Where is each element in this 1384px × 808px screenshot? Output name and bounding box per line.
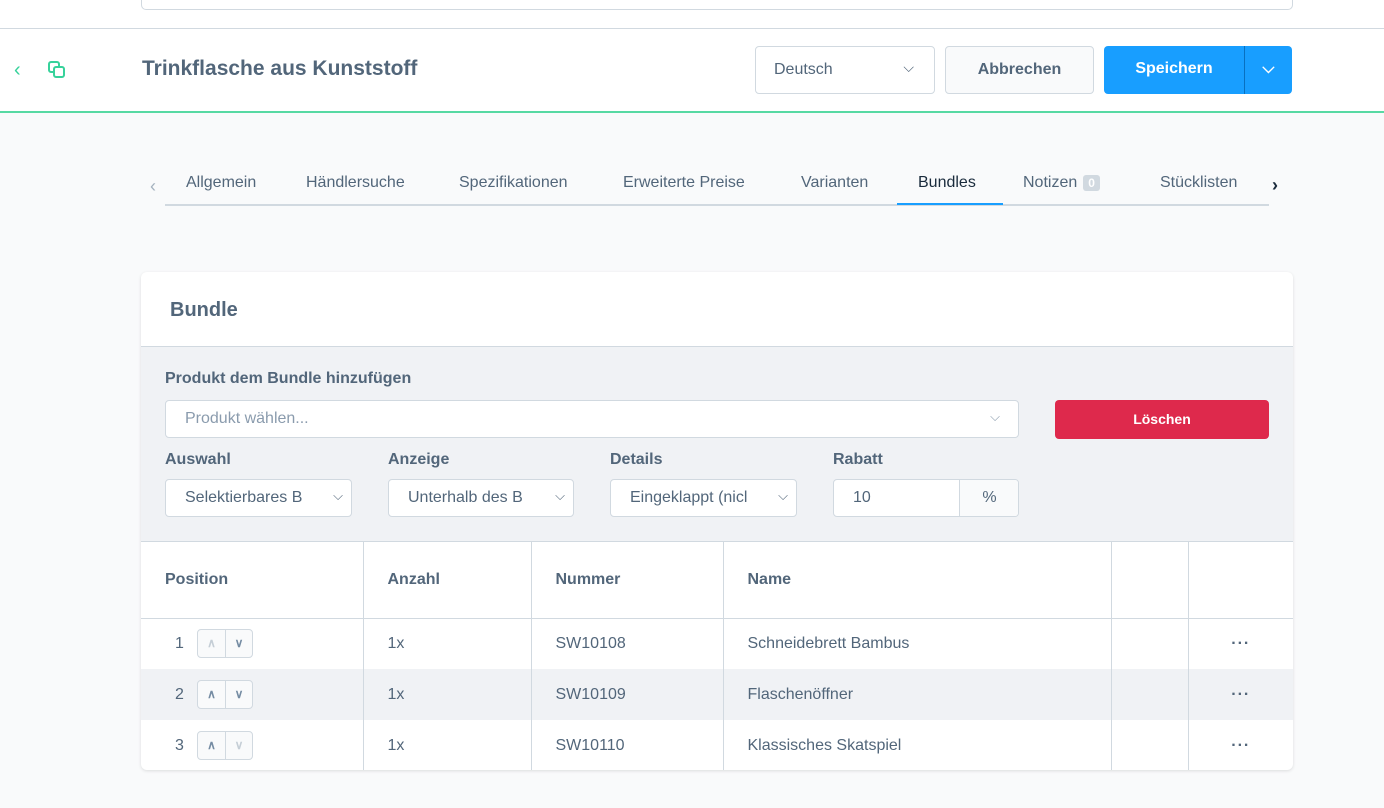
name-cell: Flaschenöffner bbox=[723, 669, 1112, 720]
back-icon[interactable]: ‹ bbox=[14, 59, 21, 81]
anzeige-value: Unterhalb des B bbox=[408, 489, 523, 506]
anzahl-cell: 1x bbox=[363, 669, 532, 720]
anzahl-cell: 1x bbox=[363, 618, 532, 669]
rabatt-input[interactable]: 10% bbox=[833, 479, 1019, 517]
tab-varianten[interactable]: Varianten bbox=[801, 174, 869, 191]
empty-cell bbox=[1111, 618, 1189, 669]
position-stepper: ∧ ∨ bbox=[197, 680, 253, 709]
tab-stuecklisten[interactable]: Stücklisten bbox=[1160, 174, 1238, 191]
move-up-icon[interactable]: ∧ bbox=[207, 636, 216, 651]
global-search[interactable] bbox=[141, 0, 1293, 10]
details-value: Eingeklappt (nicl bbox=[630, 489, 748, 506]
anzeige-label: Anzeige bbox=[388, 451, 450, 468]
copy-icon[interactable] bbox=[47, 60, 67, 80]
tab-spezifikationen[interactable]: Spezifikationen bbox=[459, 174, 568, 191]
bundle-table: Position Anzahl Nummer Name 1 ∧ ∨ 1x SW101… bbox=[141, 542, 1293, 770]
move-down-icon[interactable]: ∨ bbox=[225, 681, 252, 708]
empty-cell bbox=[1111, 720, 1189, 770]
empty-cell bbox=[1111, 669, 1189, 720]
table-row: 1 ∧ ∨ 1x SW10108 Schneidebrett Bambus ··· bbox=[141, 618, 1293, 669]
name-cell: Schneidebrett Bambus bbox=[723, 618, 1112, 669]
position-value: 2 bbox=[175, 685, 184, 703]
chevron-down-icon: ⌵ bbox=[552, 488, 565, 504]
card-title: Bundle bbox=[170, 299, 238, 321]
bundle-card: Bundle Produkt dem Bundle hinzufügen Pro… bbox=[141, 272, 1293, 770]
tab-bundles[interactable]: Bundles bbox=[918, 174, 976, 191]
tabs-scroll-left-icon[interactable]: ‹ bbox=[150, 176, 156, 196]
product-label: Produkt dem Bundle hinzufügen bbox=[165, 370, 412, 387]
tab-haendlersuche[interactable]: Händlersuche bbox=[306, 174, 405, 191]
tab-erweiterte-preise[interactable]: Erweiterte Preise bbox=[623, 174, 745, 191]
position-value: 3 bbox=[175, 736, 184, 754]
row-actions-button[interactable]: ··· bbox=[1188, 669, 1293, 720]
table-row: 3 ∧ ∨ 1x SW10110 Klassisches Skatspiel ··· bbox=[141, 720, 1293, 770]
tab-allgemein[interactable]: Allgemein bbox=[186, 174, 257, 191]
move-up-icon[interactable]: ∧ bbox=[207, 738, 216, 752]
auswahl-value: Selektierbares B bbox=[185, 489, 303, 506]
delete-button[interactable]: Löschen bbox=[1055, 400, 1269, 439]
chevron-down-icon: ⌵ bbox=[987, 409, 1000, 425]
auswahl-label: Auswahl bbox=[165, 451, 231, 468]
position-stepper: ∧ ∨ bbox=[197, 731, 253, 760]
position-value: 1 bbox=[175, 634, 184, 652]
row-actions-button[interactable]: ··· bbox=[1231, 634, 1251, 652]
active-tab-indicator bbox=[897, 203, 1003, 205]
nummer-cell: SW10109 bbox=[531, 669, 724, 720]
details-select[interactable]: Eingeklappt (nicl ⌵ bbox=[610, 479, 797, 517]
auswahl-select[interactable]: Selektierbares B ⌵ bbox=[165, 479, 352, 517]
col-anzahl[interactable]: Anzahl bbox=[363, 542, 532, 619]
percent-suffix: % bbox=[959, 480, 1018, 516]
tab-label: Notizen bbox=[1023, 174, 1078, 191]
name-cell: Klassisches Skatspiel bbox=[723, 720, 1112, 770]
rabatt-value: 10 bbox=[853, 489, 871, 506]
save-options-chevron-icon[interactable]: ⌵ bbox=[1244, 46, 1292, 94]
page-header: ‹ Trinkflasche aus Kunststoff Deutsch ⌵ A… bbox=[0, 29, 1384, 113]
rabatt-label: Rabatt bbox=[833, 451, 883, 468]
language-value: Deutsch bbox=[774, 61, 833, 78]
move-down-icon[interactable]: ∨ bbox=[225, 630, 252, 658]
language-select[interactable]: Deutsch ⌵ bbox=[755, 46, 935, 94]
position-stepper: ∧ ∨ bbox=[197, 629, 253, 659]
col-actions bbox=[1188, 542, 1293, 619]
row-actions-button[interactable]: ··· bbox=[1231, 736, 1251, 754]
table-row: 2 ∧ ∨ 1x SW10109 Flaschenöffner ··· bbox=[141, 669, 1293, 720]
save-button-group: Speichern ⌵ bbox=[1104, 46, 1292, 94]
nummer-cell: SW10110 bbox=[531, 720, 724, 770]
details-label: Details bbox=[610, 451, 663, 468]
tab-notizen[interactable]: Notizen 0 bbox=[1023, 174, 1100, 192]
product-select[interactable]: Produkt wählen... ⌵ bbox=[165, 400, 1019, 438]
col-position[interactable]: Position bbox=[141, 542, 364, 619]
chevron-down-icon: ⌵ bbox=[903, 59, 914, 75]
col-name[interactable]: Name bbox=[723, 542, 1112, 619]
notes-count-badge: 0 bbox=[1083, 175, 1100, 191]
move-up-icon[interactable]: ∧ bbox=[207, 687, 216, 701]
page-title: Trinkflasche aus Kunststoff bbox=[142, 57, 418, 80]
move-down-icon[interactable]: ∨ bbox=[225, 732, 252, 759]
product-placeholder: Produkt wählen... bbox=[185, 410, 309, 427]
chevron-down-icon: ⌵ bbox=[330, 488, 343, 504]
nummer-cell: SW10108 bbox=[531, 618, 724, 669]
tabs-scroll-right-icon[interactable]: › bbox=[1272, 175, 1278, 195]
col-empty bbox=[1111, 542, 1189, 619]
chevron-down-icon: ⌵ bbox=[775, 488, 788, 504]
tab-bar: Allgemein Händlersuche Spezifikationen E… bbox=[165, 162, 1269, 206]
bundle-form: Produkt dem Bundle hinzufügen Produkt wä… bbox=[141, 346, 1293, 542]
save-button[interactable]: Speichern bbox=[1135, 60, 1213, 77]
anzahl-cell: 1x bbox=[363, 720, 532, 770]
anzeige-select[interactable]: Unterhalb des B ⌵ bbox=[388, 479, 574, 517]
cancel-button[interactable]: Abbrechen bbox=[945, 46, 1094, 94]
top-bar bbox=[0, 0, 1384, 29]
col-nummer[interactable]: Nummer bbox=[531, 542, 724, 619]
